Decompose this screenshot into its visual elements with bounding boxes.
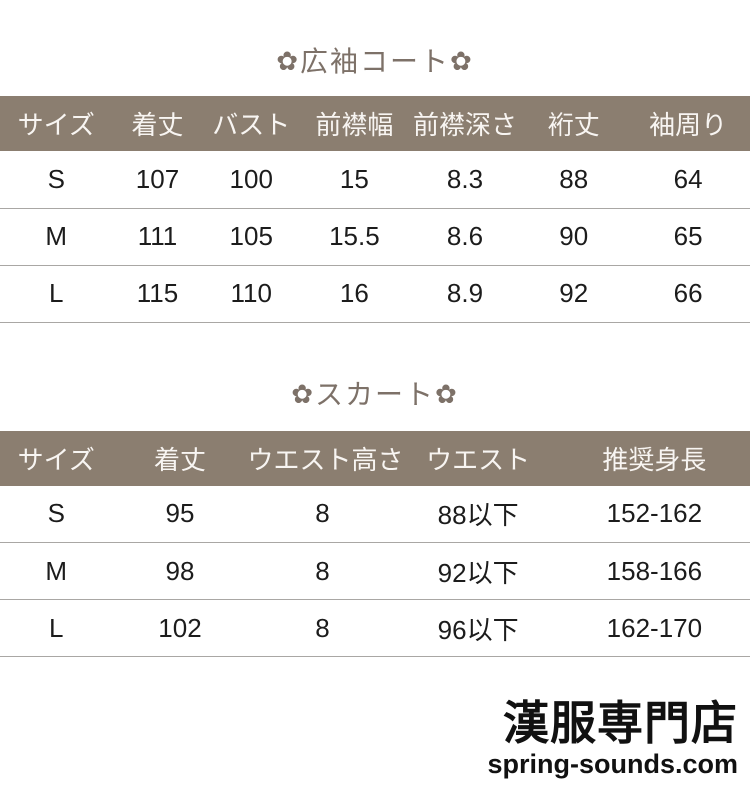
coat-table-title: ✿広袖コート✿ xyxy=(0,0,750,96)
skirt-header-row: サイズ 着丈 ウエスト高さ ウエスト 推奨身長 xyxy=(0,430,750,486)
shop-logo: 漢服専門店 spring-sounds.com xyxy=(487,699,738,780)
table-cell: 98 xyxy=(165,555,195,586)
coat-title-text: 広袖コート xyxy=(299,46,450,77)
table-cell: 8.9 xyxy=(446,278,484,308)
column-header: 着丈 xyxy=(131,110,184,140)
table-cell: 88以下 xyxy=(437,500,519,531)
column-header: 裄丈 xyxy=(547,110,600,140)
table-row-size-s: S 95 8 88以下 152-162 xyxy=(0,486,750,543)
table-cell: 90 xyxy=(559,221,589,251)
table-cell: 100 xyxy=(229,163,273,194)
table-cell: 88 xyxy=(559,163,589,194)
table-cell: 158-166 xyxy=(606,555,703,586)
table-cell: 115 xyxy=(136,278,179,308)
table-cell: 8 xyxy=(315,555,330,586)
column-header: 前襟幅 xyxy=(315,110,394,140)
column-header: サイズ xyxy=(17,444,95,475)
shop-website: spring-sounds.com xyxy=(487,748,738,779)
table-cell: L xyxy=(49,612,64,643)
table-row-size-s: S 107 100 15 8.3 88 64 xyxy=(0,151,750,208)
column-header: ウエスト xyxy=(426,444,531,475)
column-header: 着丈 xyxy=(153,444,206,475)
table-cell: M xyxy=(45,221,68,251)
table-cell: 102 xyxy=(158,612,202,643)
table-cell: 111 xyxy=(137,221,178,251)
skirt-size-table: サイズ 着丈 ウエスト高さ ウエスト 推奨身長 S 95 8 88以下 152-… xyxy=(0,430,750,658)
flower-icon: ✿ xyxy=(276,46,300,76)
table-cell: 95 xyxy=(165,498,195,529)
table-cell: 152-162 xyxy=(606,498,703,529)
table-row-size-m: M 111 105 15.5 8.6 90 65 xyxy=(0,208,750,265)
table-cell: 8 xyxy=(315,612,330,643)
column-header: 推奨身長 xyxy=(602,444,707,475)
table-cell: M xyxy=(45,555,68,586)
table-row-size-m: M 98 8 92以下 158-166 xyxy=(0,543,750,600)
table-cell: 96以下 xyxy=(437,614,519,645)
table-cell: 66 xyxy=(673,278,703,308)
column-header: ウエスト高さ xyxy=(247,444,404,475)
column-header: サイズ xyxy=(17,110,95,140)
table-cell: 8.6 xyxy=(446,221,484,251)
table-cell: 92 xyxy=(559,278,589,308)
table-cell: 15 xyxy=(339,163,369,194)
table-cell: 15.5 xyxy=(329,221,380,251)
table-cell: 92以下 xyxy=(437,557,519,588)
table-cell: L xyxy=(49,278,64,308)
column-header: バスト xyxy=(212,110,291,140)
table-cell: 162-170 xyxy=(606,612,703,643)
table-cell: 65 xyxy=(673,221,703,251)
table-cell: 105 xyxy=(229,221,273,251)
table-cell: 110 xyxy=(230,278,272,308)
skirt-title-text: スカート xyxy=(314,378,435,410)
column-header: 前襟深さ xyxy=(412,110,517,140)
flower-icon: ✿ xyxy=(450,46,474,76)
table-cell: 64 xyxy=(673,163,703,194)
table-row-size-l: L 102 8 96以下 162-170 xyxy=(0,600,750,657)
table-cell: 8 xyxy=(315,498,330,529)
coat-size-table: サイズ 着丈 バスト 前襟幅 前襟深さ 裄丈 袖周り S 107 100 15 … xyxy=(0,96,750,323)
shop-name: 漢服専門店 xyxy=(503,697,738,750)
table-cell: 8.3 xyxy=(446,163,484,194)
flower-icon: ✿ xyxy=(291,378,315,409)
skirt-table-title: ✿スカート✿ xyxy=(0,323,750,431)
table-cell: S xyxy=(47,163,65,194)
column-header: 袖周り xyxy=(649,110,728,140)
coat-header-row: サイズ 着丈 バスト 前襟幅 前襟深さ 裄丈 袖周り xyxy=(0,96,750,151)
table-row-size-l: L 115 110 16 8.9 92 66 xyxy=(0,265,750,322)
table-cell: 107 xyxy=(135,163,180,194)
table-cell: 16 xyxy=(339,278,369,308)
flower-icon: ✿ xyxy=(435,378,459,409)
table-cell: S xyxy=(47,498,65,529)
